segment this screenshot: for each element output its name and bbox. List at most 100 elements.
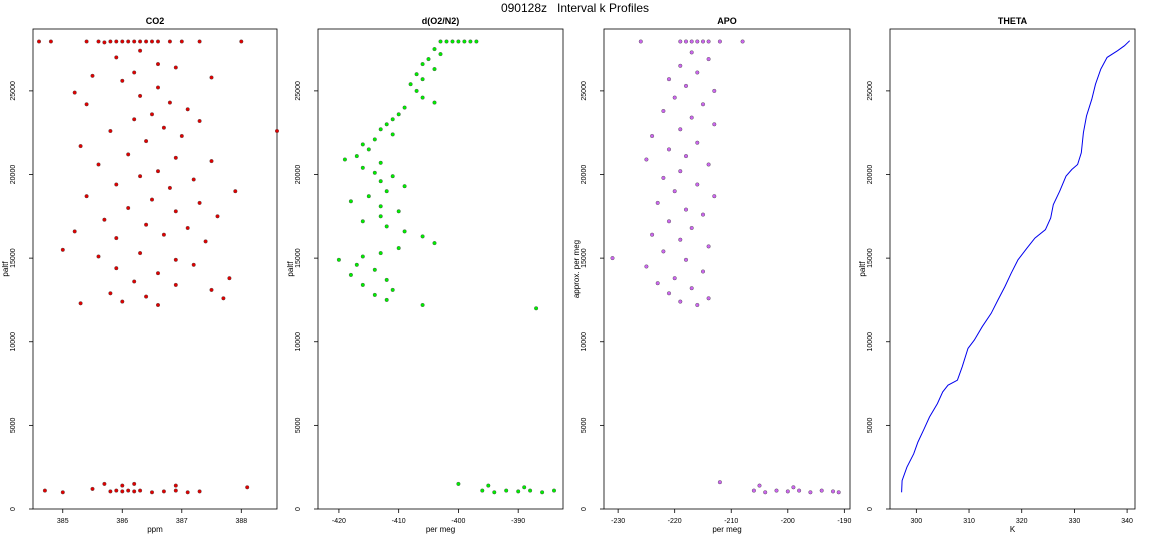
data-point (378, 127, 383, 132)
data-point (366, 147, 371, 152)
data-point (689, 50, 694, 55)
data-point (245, 485, 250, 490)
data-point (438, 39, 443, 44)
y-tick-label: 5000 (295, 417, 302, 433)
data-point (384, 189, 389, 194)
data-point (378, 160, 383, 165)
data-point (138, 251, 143, 256)
data-point (126, 152, 131, 157)
data-point (215, 214, 220, 219)
data-point (132, 117, 137, 122)
y-tick-label: 15000 (867, 248, 874, 268)
theta-profile-line (901, 40, 1131, 493)
data-point (785, 489, 790, 494)
data-point (414, 88, 419, 93)
data-point (836, 490, 841, 495)
data-point (155, 62, 160, 67)
y-tick-label: 15000 (10, 248, 17, 268)
data-point (120, 489, 125, 494)
data-point (132, 70, 137, 75)
data-point (396, 112, 401, 117)
data-point (701, 269, 706, 274)
data-point (774, 488, 779, 493)
y-tick-label: 10000 (295, 332, 302, 352)
data-point (432, 241, 437, 246)
data-point (650, 232, 655, 237)
data-point (191, 262, 196, 267)
y-axis-label: paltf (1, 261, 10, 277)
y-tick-label: 20000 (10, 165, 17, 185)
data-point (138, 174, 143, 179)
data-point (689, 39, 694, 44)
x-tick-label: 310 (963, 518, 975, 525)
x-tick-label: 330 (1069, 518, 1081, 525)
y-tick-label: 25000 (867, 81, 874, 101)
data-point (667, 219, 672, 224)
data-point (486, 483, 491, 488)
data-point (336, 257, 341, 262)
data-point (108, 489, 113, 494)
data-point (360, 165, 365, 170)
data-point (678, 237, 683, 242)
x-tick-label: -230 (611, 518, 625, 525)
data-point (360, 219, 365, 224)
data-point (96, 162, 101, 167)
data-point (712, 194, 717, 199)
data-point (149, 112, 154, 117)
data-point (161, 489, 166, 494)
data-point (444, 39, 449, 44)
data-point (378, 214, 383, 219)
data-point (492, 490, 497, 495)
data-point (372, 267, 377, 272)
data-point (655, 200, 660, 205)
data-point (84, 102, 89, 107)
data-point (650, 133, 655, 138)
data-point (712, 122, 717, 127)
data-point (173, 282, 178, 287)
data-point (120, 39, 125, 44)
x-tick-label: 385 (57, 518, 69, 525)
data-point (678, 299, 683, 304)
data-point (144, 294, 149, 299)
data-point (173, 257, 178, 262)
data-point (504, 488, 509, 493)
data-point (678, 63, 683, 68)
data-point (221, 296, 226, 301)
data-point (90, 486, 95, 491)
data-point (155, 85, 160, 90)
data-point (420, 95, 425, 100)
data-point (185, 225, 190, 230)
data-point (209, 159, 214, 164)
figure-title: 090128z Interval k Profiles (500, 1, 650, 15)
data-point (420, 303, 425, 308)
data-point (132, 481, 137, 486)
data-point (402, 229, 407, 234)
data-point (689, 115, 694, 120)
x-axis-label: K (1010, 525, 1016, 534)
data-point (360, 282, 365, 287)
data-point (667, 77, 672, 82)
data-point (667, 291, 672, 296)
data-point (173, 65, 178, 70)
x-tick-label: 386 (116, 518, 128, 525)
data-point (84, 194, 89, 199)
data-point (667, 147, 672, 152)
y-axis-label: paltf (858, 261, 867, 277)
x-tick-label: 300 (911, 518, 923, 525)
data-point (757, 483, 762, 488)
data-point (819, 488, 824, 493)
data-point (372, 292, 377, 297)
x-tick-label: 340 (1121, 518, 1133, 525)
data-point (701, 39, 706, 44)
data-point (480, 488, 485, 493)
data-point (173, 155, 178, 160)
data-point (191, 177, 196, 182)
x-axis-label: per meg (712, 525, 741, 534)
data-point (138, 488, 143, 493)
data-point (552, 488, 557, 493)
data-point (354, 262, 359, 267)
data-point (167, 185, 172, 190)
data-point (390, 117, 395, 122)
data-point (432, 100, 437, 105)
